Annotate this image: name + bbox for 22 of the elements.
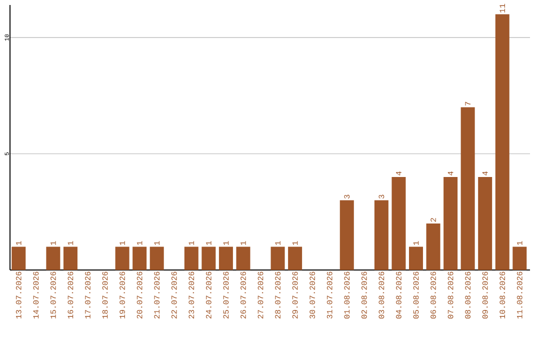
bar (270, 246, 285, 270)
bar (460, 107, 475, 270)
bar (184, 246, 198, 270)
bar (444, 177, 458, 270)
bar (150, 246, 164, 270)
bar (236, 246, 250, 270)
bar (392, 177, 406, 270)
bar (202, 246, 216, 270)
bar (340, 200, 354, 270)
bar (218, 246, 233, 270)
bar (408, 246, 423, 270)
bar (63, 246, 78, 270)
bar (115, 246, 130, 270)
bar (288, 246, 302, 270)
bar (46, 246, 60, 270)
bar (478, 177, 492, 270)
bar (12, 246, 26, 270)
bar (132, 246, 147, 270)
bar (374, 200, 388, 270)
bar (426, 224, 440, 270)
bar (495, 14, 510, 270)
bar (512, 246, 527, 270)
